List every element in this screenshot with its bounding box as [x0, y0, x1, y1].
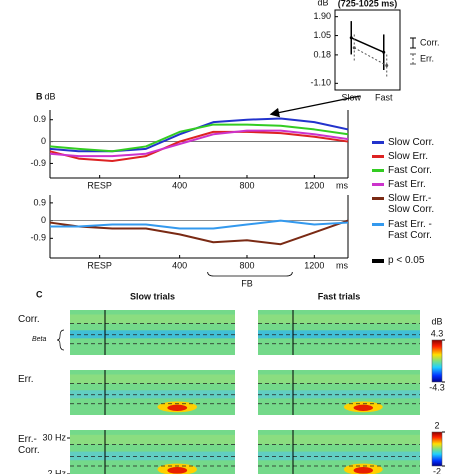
row-label: Err.	[18, 374, 34, 385]
legend-swatch	[372, 223, 384, 226]
x-tick-label: Slow	[341, 92, 361, 102]
x-tick-label: Fast	[375, 92, 393, 102]
y-tick-label: -1.10	[310, 78, 331, 88]
heatmap-blob	[353, 404, 374, 411]
column-title: Fast trials	[318, 291, 361, 301]
legend-label: Slow Err.- Slow Corr.	[388, 193, 435, 215]
x-tick-label: 400	[172, 180, 187, 190]
x-tick-label: 1200	[304, 180, 324, 190]
x-tick-label: 400	[172, 260, 187, 270]
y-tick-label: -0.9	[30, 158, 46, 168]
legend-swatch	[372, 155, 384, 158]
legend-entry: Slow Err.	[372, 151, 472, 162]
colorbar-tick-label: -2	[433, 466, 441, 474]
heatmap-band	[258, 390, 420, 399]
x-tick-label: 800	[239, 180, 254, 190]
point	[385, 64, 389, 68]
legend-label: Fast Err.	[388, 179, 426, 190]
heatmap-blob	[167, 404, 188, 411]
x-tick-label: 1200	[304, 260, 324, 270]
legend-entry: p < 0.05	[372, 255, 424, 266]
colorbar	[431, 339, 443, 383]
legend-entry: Fast Err. - Fast Corr.	[372, 219, 472, 241]
x-tick-label: 800	[239, 260, 254, 270]
y-tick-label: 2 Hz	[47, 468, 66, 474]
legend-swatch	[372, 141, 384, 144]
colorbar-label: dB	[431, 316, 442, 326]
heatmap-band	[70, 390, 235, 399]
legend-label: Err.	[420, 53, 434, 63]
row-note: Beta	[32, 336, 47, 343]
column-title: Slow trials	[130, 291, 175, 301]
colorbar-tick-label: 4.3	[431, 328, 444, 338]
y-axis-label: dB	[44, 91, 55, 101]
colorbar-tick-label: -4.3	[429, 382, 445, 392]
heatmap-blob	[353, 466, 374, 474]
legend-label: Slow Corr.	[388, 137, 435, 148]
row-label: Err.-Corr.	[18, 434, 40, 456]
legend-entry: Slow Corr.	[372, 137, 472, 148]
row-label: Corr.	[18, 314, 40, 325]
y-tick-label: -0.9	[30, 233, 46, 243]
legend-entry: Fast Corr.	[372, 165, 472, 176]
heatmap-band	[70, 314, 235, 324]
legend-entry: Slow Err.- Slow Corr.	[372, 193, 472, 215]
heatmap-band	[70, 374, 235, 384]
legend-swatch	[372, 197, 384, 200]
panel-label: B	[36, 91, 43, 101]
y-tick-label: 0.9	[33, 197, 46, 207]
plot-frame	[334, 9, 401, 91]
point	[352, 46, 356, 50]
legend-label: Fast Corr.	[388, 165, 432, 176]
x-tick-label: RESP	[87, 260, 112, 270]
point	[349, 36, 353, 40]
legend-swatch	[372, 183, 384, 186]
y-tick-label: 0.9	[33, 114, 46, 124]
heatmap-band	[70, 434, 235, 445]
heatmap-band	[258, 434, 420, 445]
series-line	[49, 130, 349, 162]
heatmap-band	[258, 330, 420, 339]
series-line	[49, 123, 349, 153]
fb-bracket	[207, 271, 293, 277]
legend-label: p < 0.05	[388, 255, 425, 266]
legend-entry: Fast Err.	[372, 179, 472, 190]
y-tick-label: 1.05	[313, 30, 331, 40]
heatmap-band	[258, 314, 420, 324]
x-tick-label: RESP	[87, 180, 112, 190]
legend-swatch	[372, 169, 384, 172]
heatmap-band	[70, 330, 235, 339]
beta-brace	[56, 329, 65, 351]
colorbar-tick-label: 2	[434, 420, 439, 430]
panel-label: C	[36, 289, 43, 299]
chart-title: (725-1025 ms)	[338, 0, 398, 8]
colorbar	[431, 431, 443, 467]
y-tick-label: 1.90	[313, 11, 331, 21]
heatmap-band	[70, 451, 235, 461]
y-tick-label: 30 Hz	[42, 432, 66, 442]
heatmap-band	[258, 374, 420, 384]
series-line	[49, 129, 349, 158]
series-line	[350, 37, 385, 53]
series-line	[49, 219, 349, 246]
legend-label: Slow Err.	[388, 151, 429, 162]
y-tick-label: 0	[41, 215, 46, 225]
series-line	[354, 47, 387, 66]
y-tick-label: 0	[41, 136, 46, 146]
x-unit-label: ms	[336, 180, 348, 190]
legend-swatch	[372, 258, 384, 263]
heatmap-blob	[167, 466, 188, 474]
y-axis-label: dB	[317, 0, 328, 7]
legend-label: Corr.	[420, 37, 440, 47]
annotation: FB	[241, 278, 253, 288]
x-unit-label: ms	[336, 260, 348, 270]
heatmap-band	[258, 451, 420, 461]
series-line	[50, 219, 349, 230]
y-tick-label: 0.18	[313, 49, 331, 59]
point	[382, 50, 386, 54]
callout-arrow	[269, 95, 361, 118]
legend-label: Fast Err. - Fast Corr.	[388, 219, 432, 241]
